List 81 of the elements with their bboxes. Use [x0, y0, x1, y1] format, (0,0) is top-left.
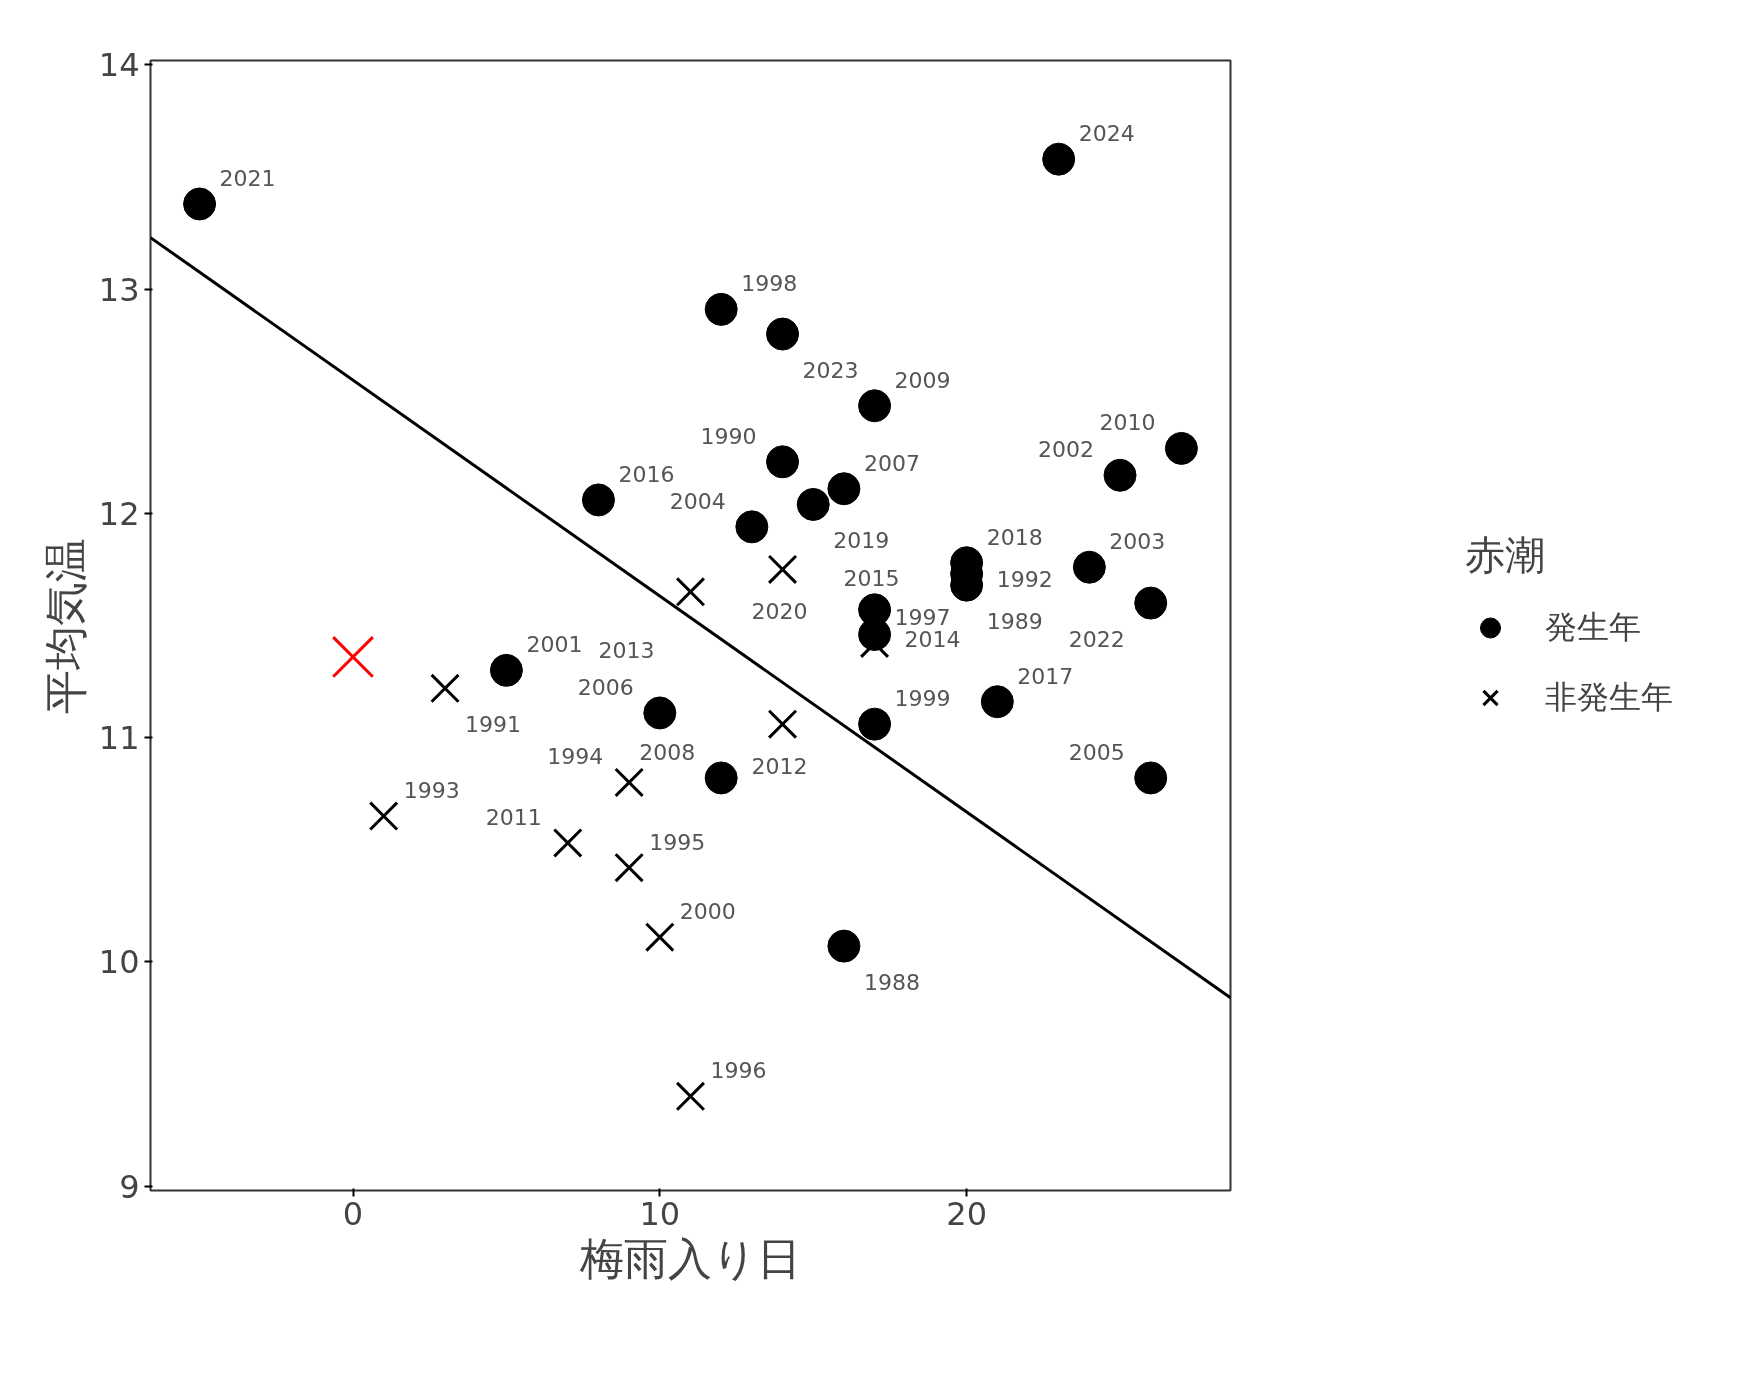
- point: [766, 317, 800, 351]
- point: [614, 852, 645, 883]
- point: [735, 510, 769, 544]
- annotation: 1990: [700, 423, 757, 449]
- annotation: 2015: [843, 565, 900, 591]
- y-tick-label: 14: [98, 46, 140, 85]
- annotation: 1999: [894, 686, 951, 712]
- annotation: 2017: [1017, 663, 1074, 689]
- x-tick-label: 0: [342, 1194, 364, 1233]
- annotation: 2018: [986, 524, 1043, 550]
- annotation: 1989: [986, 609, 1043, 635]
- x-tick-label: 10: [639, 1194, 681, 1233]
- point: [644, 922, 675, 953]
- annotation: 1993: [403, 778, 460, 804]
- annotation: 2010: [1099, 410, 1156, 436]
- annotation: 1991: [465, 712, 522, 738]
- point: [331, 635, 375, 679]
- y-tick-label: 10: [98, 943, 140, 982]
- x-tick-label: 20: [946, 1194, 987, 1233]
- point: [1103, 458, 1137, 492]
- annotation: 2024: [1078, 121, 1135, 147]
- point: [980, 685, 1014, 719]
- point: [827, 472, 861, 506]
- point: [1042, 142, 1076, 176]
- annotation: 2002: [1038, 437, 1095, 463]
- annotation: 2003: [1109, 529, 1166, 555]
- point: [767, 709, 798, 740]
- annotation: 2012: [751, 754, 808, 780]
- annotation: 2009: [894, 367, 951, 393]
- point: [858, 389, 892, 423]
- point: [1164, 431, 1198, 465]
- point: [766, 445, 800, 479]
- point: [704, 292, 738, 326]
- annotation: 1992: [996, 566, 1053, 592]
- annotation: 2007: [863, 450, 920, 476]
- annotation: 2001: [526, 632, 583, 658]
- annotation: 2021: [219, 165, 276, 191]
- point: [1072, 550, 1106, 584]
- point: [552, 828, 583, 858]
- point: [581, 483, 615, 517]
- point: [489, 653, 523, 687]
- annotation: 2022: [1068, 627, 1125, 653]
- annotation: 1996: [710, 1058, 767, 1084]
- y-tick-label: 13: [98, 270, 140, 309]
- y-tick-label: 9: [119, 1167, 140, 1206]
- y-tick-label: 11: [98, 719, 140, 758]
- legend-title: 赤潮: [1465, 530, 1546, 580]
- annotation: 2008: [639, 739, 696, 765]
- annotation: 1995: [649, 829, 706, 855]
- annotation: 2020: [751, 599, 808, 625]
- y-axis-title: 平均気温: [39, 537, 91, 714]
- point: [858, 707, 892, 741]
- point: [675, 576, 706, 607]
- point: [643, 696, 677, 730]
- annotation: 2016: [618, 461, 675, 487]
- legend-label: 非発生年: [1545, 676, 1673, 718]
- annotation: 1998: [741, 271, 798, 297]
- point: [1134, 586, 1168, 620]
- point: [767, 554, 798, 585]
- annotation: 2019: [833, 528, 890, 554]
- x-axis-title: 梅雨入り日: [579, 1232, 801, 1284]
- annotation: 2004: [669, 488, 726, 514]
- annotation: 2006: [577, 674, 634, 700]
- point: [704, 761, 738, 795]
- point: [796, 487, 830, 521]
- annotation: 2000: [679, 899, 736, 925]
- point: [368, 801, 399, 832]
- legend-label: 発生年: [1545, 606, 1641, 648]
- point: [827, 929, 861, 963]
- annotation: 2005: [1068, 739, 1125, 765]
- point: [675, 1081, 706, 1112]
- annotation: 2011: [485, 804, 542, 830]
- point: [430, 673, 460, 704]
- point: [614, 767, 645, 798]
- annotation: 1988: [863, 970, 920, 996]
- y-tick-label: 12: [98, 494, 140, 533]
- point: [183, 187, 217, 221]
- annotation: 1994: [547, 744, 604, 770]
- annotation: 2023: [802, 358, 859, 384]
- annotation: 2013: [598, 637, 655, 663]
- point: [1134, 761, 1168, 795]
